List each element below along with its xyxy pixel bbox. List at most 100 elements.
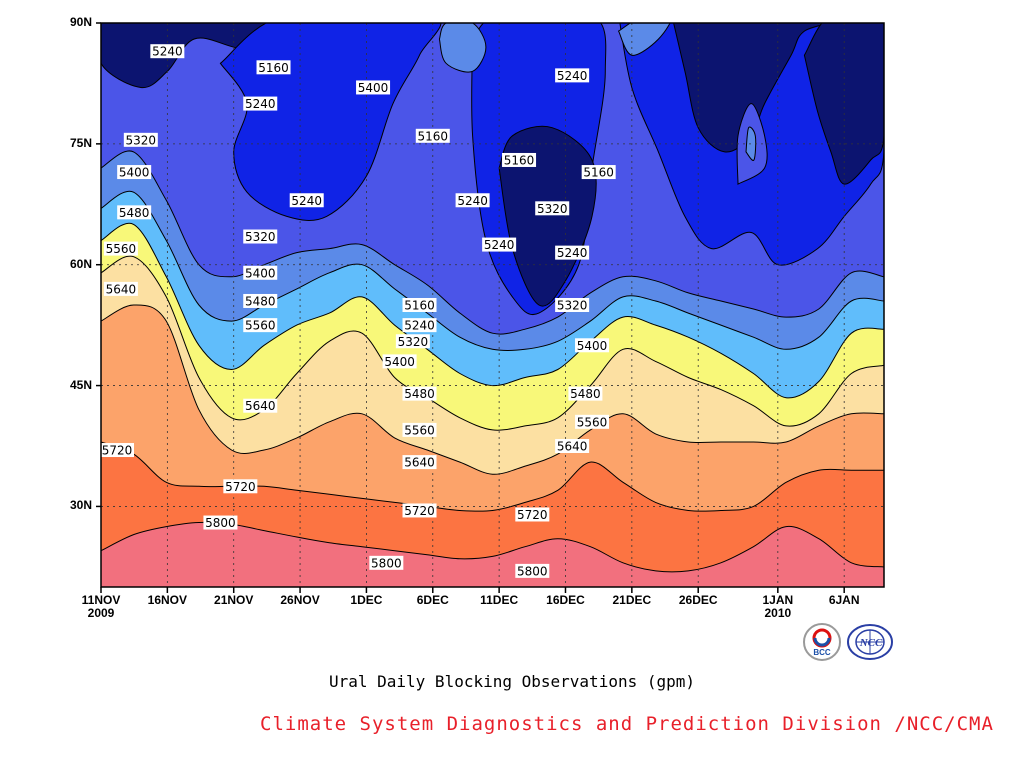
credit-line: Climate System Diagnostics and Predictio…: [260, 713, 994, 735]
contour-label-bg: [103, 241, 138, 256]
contour-label: 5240: [455, 193, 490, 208]
contour-label-bg: [243, 265, 278, 280]
contour-label-bg: [402, 318, 437, 333]
contour-label: 5400: [243, 265, 278, 280]
contour-label-bg: [402, 455, 437, 470]
contour-label-bg: [256, 60, 291, 75]
contour-label-bg: [555, 245, 590, 260]
contour-label-text: 5320: [126, 133, 157, 147]
contour-label-text: 5320: [245, 230, 276, 244]
contour-label-text: 5240: [291, 194, 322, 208]
x-tick-label-year: 2009: [87, 606, 115, 620]
contour-label-bg: [555, 68, 590, 83]
contour-label: 5400: [382, 354, 417, 369]
contour-label: 5240: [402, 318, 437, 333]
band-below-5800: [101, 522, 884, 587]
contour-line-5640: [101, 304, 884, 475]
contour-label-text: 5240: [557, 69, 588, 83]
contour-label-bg: [555, 439, 590, 453]
contour-label: 5240: [555, 245, 590, 260]
x-tick-label: 16DEC: [530, 594, 600, 607]
contour-label-text: 5160: [404, 299, 435, 313]
contour-label-text: 5400: [358, 81, 389, 95]
x-tick-label-date: 6DEC: [416, 593, 449, 607]
contour-label: 5240: [289, 193, 324, 208]
contour-label-text: 5640: [245, 399, 276, 413]
chart-caption: Ural Daily Blocking Observations (gpm): [328, 672, 696, 691]
low-5160-east: [673, 23, 832, 153]
contour-label-bg: [415, 128, 450, 143]
contour-label-bg: [455, 193, 490, 208]
y-tick-label: 60N: [69, 256, 92, 271]
contour-label-text: 5560: [404, 423, 435, 437]
x-tick-label: 16NOV: [132, 594, 202, 607]
contour-label: 5160: [502, 152, 537, 167]
contour-label-text: 5240: [245, 97, 276, 111]
contour-label-text: 5400: [119, 166, 150, 180]
contour-label: 5400: [356, 80, 391, 95]
contour-label: 5640: [555, 439, 590, 454]
contour-label: 5160: [256, 60, 291, 75]
contour-label: 5320: [123, 132, 158, 147]
contour-label-text: 5640: [404, 456, 435, 470]
bcc-logo-icon: BCC: [802, 622, 842, 662]
contour-label-bg: [402, 386, 437, 401]
patch-5400-north: [438, 23, 487, 73]
contour-label: 5480: [117, 205, 152, 220]
contour-labels: 5240 5160 5240 5320 5400 5480 5560 5640 5720 5720…: [100, 44, 616, 578]
contour-label-text: 5320: [537, 202, 568, 216]
contour-label-bg: [402, 422, 437, 437]
contour-label-bg: [203, 515, 238, 530]
contour-label-bg: [575, 338, 610, 353]
x-tick-label-date: 16DEC: [546, 593, 585, 607]
contour-label-text: 5400: [245, 266, 276, 280]
x-tick-label-date: 26DEC: [678, 593, 718, 607]
low-5160-center: [498, 125, 597, 307]
x-tick-label-year: 2010: [764, 606, 792, 620]
contour-label-bg: [150, 44, 185, 59]
contour-label-bg: [103, 281, 138, 296]
contour-label-bg: [243, 398, 278, 413]
y-tick-label: 75N: [69, 135, 92, 150]
contour-label-text: 5560: [245, 319, 276, 333]
contour-label-text: 5240: [457, 194, 488, 208]
x-tick-label-date: 11DEC: [480, 593, 519, 607]
contour-label: 5160: [581, 165, 616, 180]
contour-label: 5240: [555, 68, 590, 83]
contour-label-text: 5320: [398, 335, 429, 349]
contour-label-text: 5480: [570, 387, 601, 401]
contour-label-text: 5640: [106, 282, 137, 296]
contour-line-5400: [101, 190, 884, 352]
contour-label: 5640: [103, 281, 138, 296]
contour-label-text: 5800: [371, 556, 402, 570]
contour-label-text: 5320: [557, 299, 588, 313]
contour-label-text: 5240: [152, 45, 183, 59]
bcc-logo-text: BCC: [813, 648, 831, 657]
contour-label-text: 5560: [577, 415, 608, 429]
contour-label: 5720: [100, 443, 134, 458]
contour-label-text: 5640: [557, 440, 588, 454]
contour-label: 5560: [402, 422, 437, 437]
contour-label-text: 5240: [404, 319, 435, 333]
contour-label-text: 5800: [205, 516, 236, 530]
contour-label-text: 5720: [102, 444, 133, 458]
contour-label: 5800: [369, 555, 404, 570]
contour-label-text: 5160: [504, 153, 535, 167]
contour-label: 5720: [223, 479, 258, 494]
x-tick-label: 11DEC: [464, 594, 534, 607]
contour-label: 5800: [515, 563, 550, 578]
contour-label-bg: [575, 414, 610, 429]
contour-label: 5400: [117, 165, 152, 180]
contour-label: 5720: [402, 503, 437, 518]
contour-label-text: 5800: [517, 564, 548, 578]
contour-label-bg: [243, 293, 278, 308]
contour-label: 5560: [243, 318, 278, 333]
contour-label-text: 5480: [245, 294, 276, 308]
x-tick-label: 6DEC: [398, 594, 468, 607]
contour-label-bg: [555, 298, 590, 312]
contour-label-text: 5720: [225, 480, 256, 494]
contour-label-bg: [535, 201, 570, 216]
contour-label: 5240: [243, 96, 278, 111]
contour-label-bg: [369, 555, 404, 570]
